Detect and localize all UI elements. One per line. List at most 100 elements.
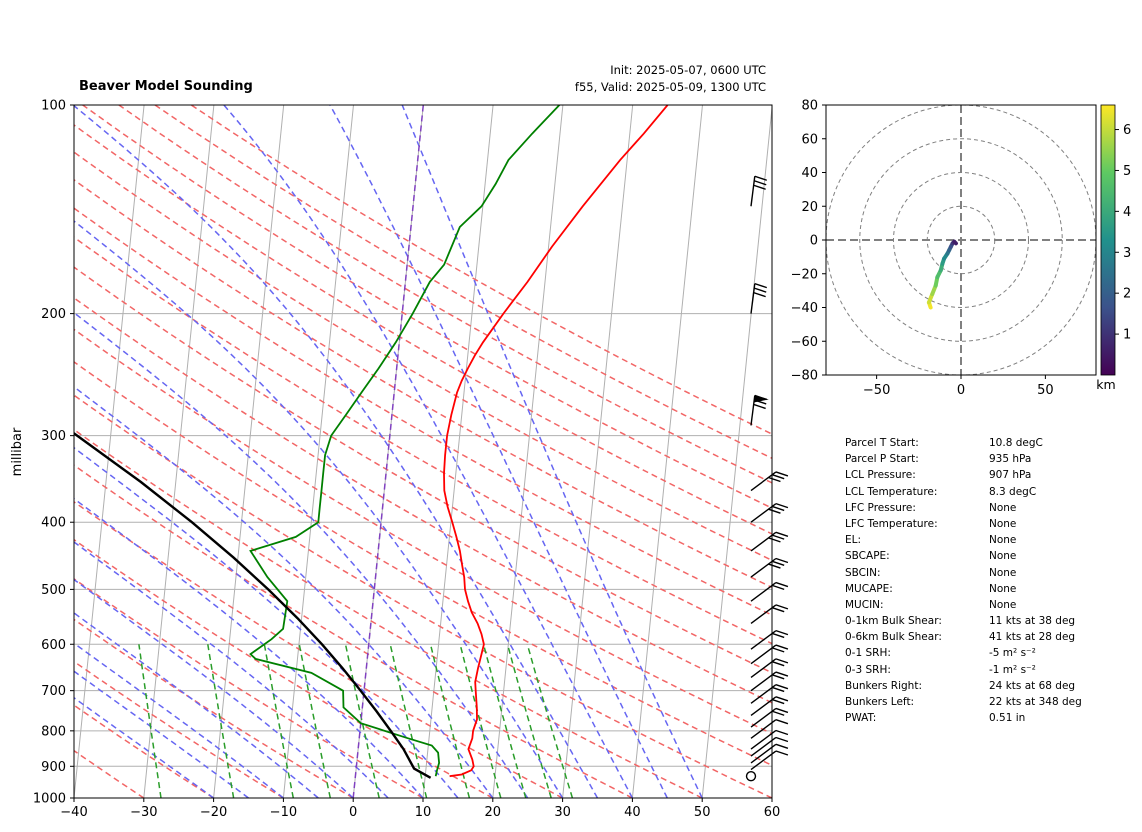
colorbar-tick-label: 2 — [1123, 287, 1131, 302]
y-tick-label: 1000 — [33, 792, 66, 807]
mixing-ratio-line — [459, 644, 502, 798]
wind-barb — [750, 282, 768, 314]
hodograph-background — [826, 105, 1096, 375]
wind-barb — [750, 629, 789, 650]
dry-adiabat — [118, 105, 772, 484]
y-tick-label: 800 — [41, 724, 66, 739]
skewt-background-lines — [0, 105, 772, 798]
wind-barb — [750, 394, 769, 426]
stat-label: LCL Temperature: — [845, 485, 938, 498]
dry-adiabat — [74, 428, 703, 798]
wind-barbs — [745, 175, 789, 782]
barb-feather — [775, 644, 789, 650]
x-tick-label: 30 — [554, 805, 571, 820]
dry-adiabat — [74, 538, 494, 798]
hodograph-panel: −50 0 50 80 60 40 20 0 −20 −40 −60 −80 1 2 3 4 5 6 km — [791, 99, 1132, 399]
barb-feather — [771, 647, 785, 653]
wind-barb — [750, 671, 789, 692]
barb-feather — [775, 629, 789, 636]
stat-value: 0.51 in — [989, 712, 1026, 725]
hodograph-x-tick-label: 50 — [1037, 383, 1054, 398]
stat-label: 0-1km Bulk Shear: — [845, 615, 942, 628]
stat-value: 11 kts at 38 deg — [989, 615, 1076, 628]
x-tick-label: 20 — [485, 805, 502, 820]
wind-barb — [750, 531, 789, 552]
barb-feather — [775, 736, 789, 743]
stat-label: MUCIN: — [845, 598, 884, 611]
isotherm — [631, 105, 703, 798]
barb-feather — [775, 719, 789, 725]
moist-adiabat — [74, 311, 529, 798]
hodograph-ring — [859, 138, 1063, 342]
barb-feather — [775, 696, 789, 702]
barb-feather — [775, 502, 789, 509]
barb-feather — [771, 698, 785, 705]
y-tick-label: 500 — [41, 583, 66, 598]
barb-feather — [754, 175, 768, 181]
dry-adiabat — [74, 266, 772, 674]
barb-pennant — [753, 395, 769, 403]
barb-feather — [775, 743, 789, 749]
isotherm — [701, 105, 772, 798]
temperature-line — [443, 105, 669, 778]
barb-feather — [771, 710, 785, 716]
colorbar-tick-label: 3 — [1123, 246, 1131, 261]
stat-label: Bunkers Right: — [845, 679, 922, 692]
x-tick-label: 60 — [764, 805, 781, 820]
barb-feather — [771, 686, 785, 693]
mixing-ratio-line — [482, 644, 527, 798]
isotherm — [213, 105, 285, 798]
stat-label: SBCAPE: — [845, 550, 890, 563]
hodograph-y-tick-label: 0 — [810, 234, 818, 249]
barb-feather — [768, 476, 781, 483]
stat-value: None — [989, 598, 1017, 611]
isotherm — [492, 105, 564, 798]
colorbar-ticks: 1 2 3 4 5 6 — [1115, 123, 1131, 343]
wind-barb — [750, 502, 789, 523]
colorbar-tick-label: 1 — [1123, 328, 1131, 343]
barb-feather — [775, 557, 789, 564]
mixing-ratio-line — [429, 644, 471, 798]
moist-adiabat — [74, 642, 284, 798]
run-info: Init: 2025-05-07, 0600 UTC f55, Valid: 2… — [575, 62, 766, 96]
stat-label: LCL Pressure: — [845, 469, 916, 482]
barb-feather — [775, 729, 789, 736]
hodograph-y-tick-label: 20 — [801, 200, 818, 215]
colorbar-tick-label: 6 — [1123, 123, 1131, 138]
isotherm — [282, 105, 354, 798]
barb-feather — [775, 471, 789, 477]
barb-feather — [775, 581, 789, 588]
stat-value: 935 hPa — [989, 453, 1032, 466]
barb-feather — [771, 674, 785, 680]
stat-value: None — [989, 566, 1017, 579]
dry-adiabat — [74, 394, 772, 798]
barb-feather — [775, 604, 789, 610]
stat-label: Bunkers Left: — [845, 696, 915, 708]
isotherm — [143, 105, 215, 798]
hodograph-y-tick-label: −60 — [791, 335, 818, 350]
isotherm — [0, 105, 4, 798]
barb-feather — [771, 607, 785, 613]
x-tick-label: −40 — [60, 805, 87, 820]
wind-barb — [750, 175, 768, 207]
stat-value: 8.3 degC — [989, 485, 1037, 498]
dry-adiabat — [190, 105, 772, 435]
moist-adiabat — [74, 578, 354, 798]
init-time: Init: 2025-05-07, 0600 UTC — [610, 63, 766, 77]
barb-feather — [775, 684, 789, 690]
stat-label: PWAT: — [845, 712, 877, 725]
dry-adiabat — [74, 577, 424, 798]
isotherm — [562, 105, 634, 798]
moist-adiabat — [74, 220, 564, 798]
moist-adiabat — [74, 541, 389, 798]
barb-feather — [753, 403, 766, 410]
stat-label: MUCAPE: — [845, 582, 893, 595]
hodograph-ticks: −50 0 50 80 60 40 20 0 −20 −40 −60 −80 — [791, 99, 1054, 399]
moist-adiabat — [401, 105, 703, 798]
mixing-ratio-line — [344, 644, 380, 798]
barb-feather — [775, 531, 789, 537]
hodograph-y-tick-label: −40 — [791, 301, 818, 316]
barb-feather — [753, 291, 766, 298]
y-tick-label: 300 — [41, 429, 66, 444]
wind-barb — [750, 684, 789, 704]
